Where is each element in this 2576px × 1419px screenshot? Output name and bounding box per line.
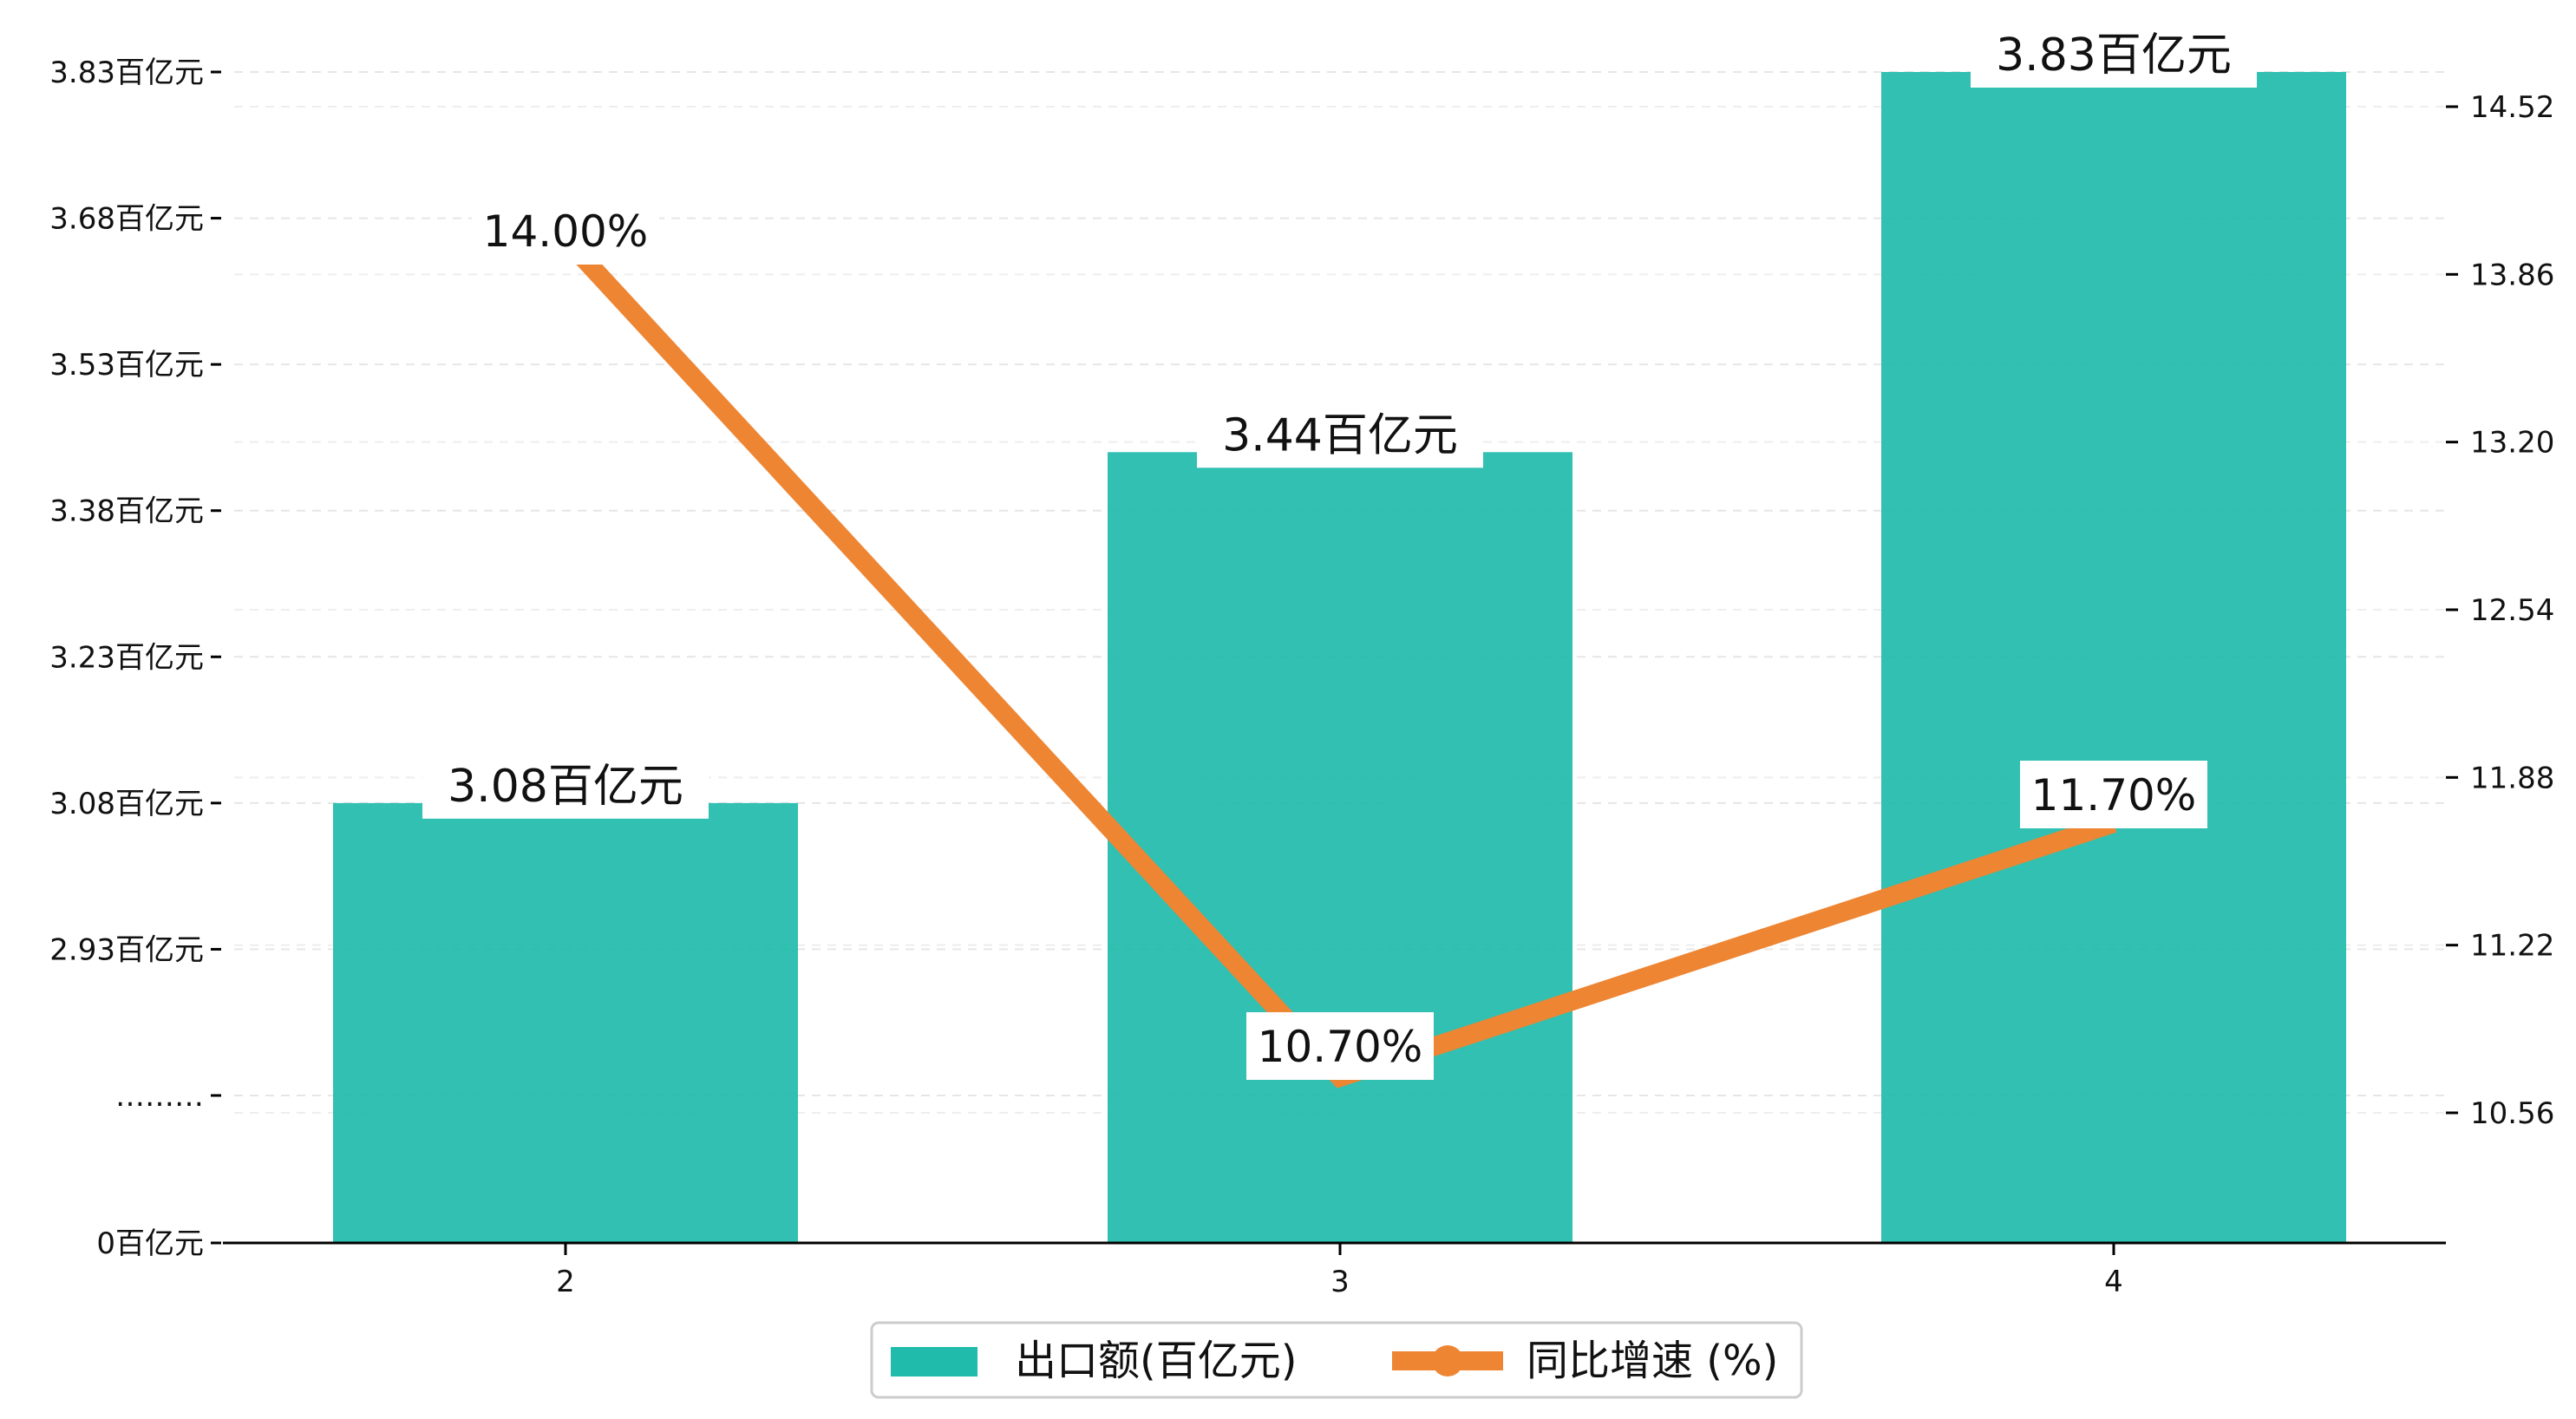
left-tick-label-8: 3.83百亿元 — [49, 56, 204, 90]
bar-series — [333, 72, 2346, 1243]
left-tick-label-5: 3.38百亿元 — [49, 494, 204, 529]
legend-label-growth: 同比增速 (%) — [1527, 1337, 1778, 1385]
bar-label-box-3 — [1197, 410, 1483, 468]
x-tick-label-4: 4 — [2104, 1265, 2123, 1299]
bar-label-3: 3.44百亿元 — [1222, 409, 1458, 461]
line-label-2: 14.00% — [483, 206, 649, 257]
left-tick-label-4: 3.23百亿元 — [49, 640, 204, 675]
data-labels: 3.08百亿元 3.44百亿元 3.83百亿元 14.00% 10.70% 11.70% — [422, 29, 2257, 1080]
right-tick-label-6: 14.52 — [2470, 90, 2554, 125]
x-tick-label-2: 2 — [556, 1265, 575, 1299]
line-label-box-2 — [472, 197, 659, 265]
legend-swatch-exports — [891, 1347, 977, 1376]
legend-marker-growth — [1432, 1345, 1463, 1376]
bar-label-box-2 — [422, 761, 709, 819]
bar-label-box-4 — [1971, 30, 2257, 88]
right-tick-label-3: 12.54 — [2470, 593, 2554, 628]
legend: 出口额(百亿元) 同比增速 (%) — [870, 1321, 1803, 1399]
legend-box — [870, 1321, 1803, 1399]
left-tick-label-0: 0百亿元 — [96, 1226, 204, 1261]
x-tick-label-3: 3 — [1330, 1265, 1350, 1299]
line-label-3: 10.70% — [1258, 1022, 1423, 1072]
axes: 0百亿元 ……… 2.93百亿元 3.08百亿元 3.23百亿元 3.38百亿元 3.53百… — [49, 56, 2554, 1299]
left-tick-label-6: 3.53百亿元 — [49, 348, 204, 383]
bar-label-4: 3.83百亿元 — [1996, 29, 2232, 82]
line-label-box-3 — [1246, 1012, 1434, 1080]
bar-3 — [1108, 452, 1572, 1243]
right-tick-label-5: 13.86 — [2470, 258, 2554, 292]
line-label-4: 11.70% — [2031, 770, 2197, 821]
left-tick-label-1: ……… — [115, 1079, 204, 1114]
left-tick-label-2: 2.93百亿元 — [49, 932, 204, 967]
right-tick-label-0: 10.56 — [2470, 1096, 2554, 1131]
left-tick-label-3: 3.08百亿元 — [49, 787, 204, 821]
bar-label-2: 3.08百亿元 — [448, 761, 683, 813]
right-tick-label-2: 11.88 — [2470, 761, 2554, 795]
right-tick-label-4: 13.20 — [2470, 426, 2554, 461]
line-label-box-4 — [2020, 761, 2207, 828]
left-tick-label-7: 3.68百亿元 — [49, 202, 204, 237]
bar-2 — [333, 802, 798, 1243]
right-tick-label-1: 11.22 — [2470, 929, 2554, 964]
legend-label-exports: 出口额(百亿元) — [1015, 1337, 1297, 1385]
bar-4 — [1881, 72, 2346, 1243]
